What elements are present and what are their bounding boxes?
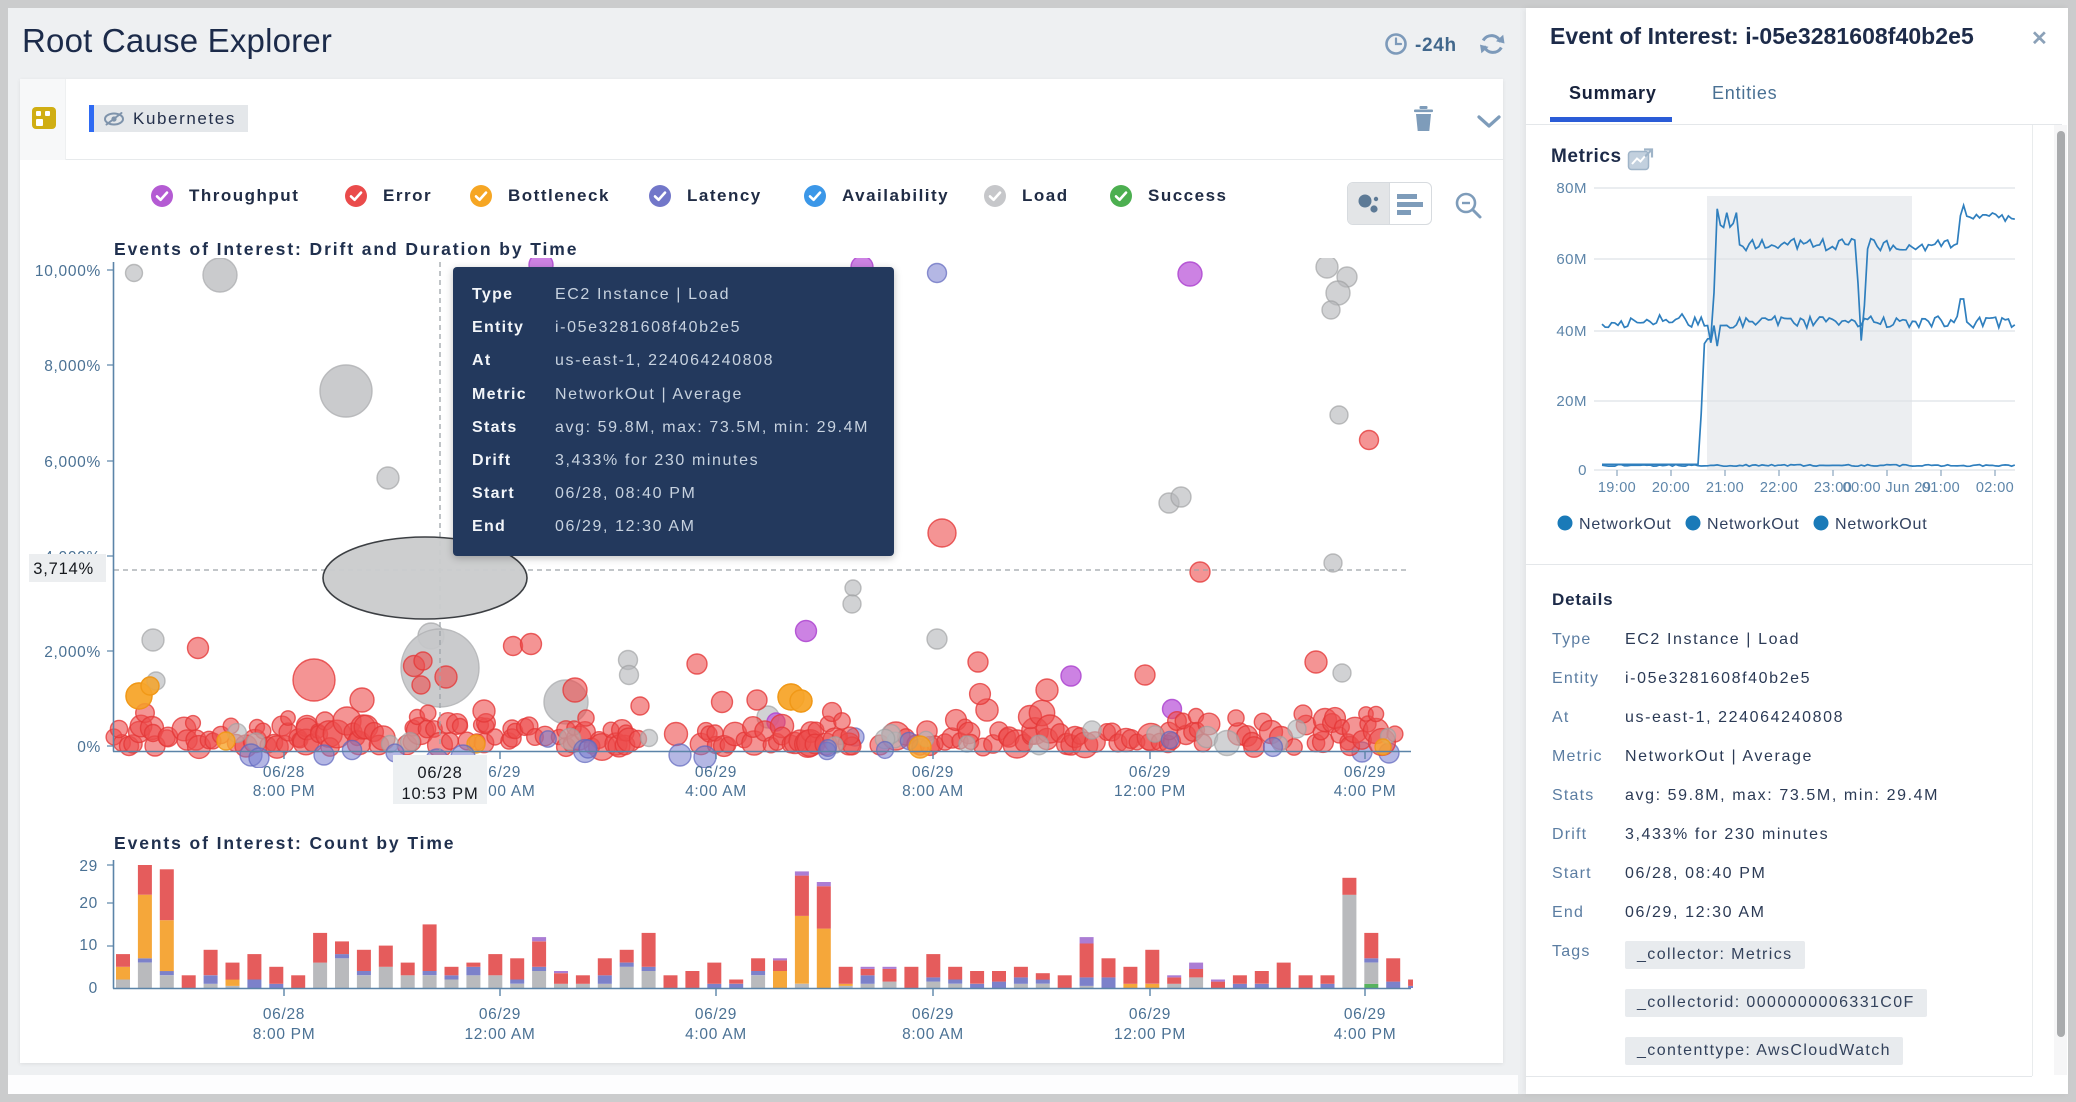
svg-text:6,000%: 6,000% — [44, 454, 101, 471]
svg-text:20M: 20M — [1556, 393, 1587, 410]
svg-text:8:00 PM: 8:00 PM — [253, 783, 316, 800]
svg-text:12:00 AM: 12:00 AM — [464, 1026, 535, 1043]
svg-text:0%: 0% — [77, 739, 101, 756]
svg-text:Events of Interest: Count by T: Events of Interest: Count by Time — [114, 833, 455, 853]
svg-text:NetworkOut: NetworkOut — [1579, 516, 1671, 533]
svg-text:00:00 Jun 29: 00:00 Jun 29 — [1843, 480, 1932, 496]
svg-text:19:00: 19:00 — [1598, 480, 1636, 496]
svg-text:10: 10 — [79, 937, 98, 954]
svg-text:-24h: -24h — [1415, 35, 1457, 56]
svg-text:06/28: 06/28 — [417, 764, 462, 782]
svg-text:10,000%: 10,000% — [35, 263, 101, 280]
svg-text:0: 0 — [89, 980, 98, 997]
svg-text:NetworkOut: NetworkOut — [1835, 516, 1927, 533]
svg-text:06/29: 06/29 — [695, 1006, 737, 1023]
svg-text:22:00: 22:00 — [1760, 480, 1798, 496]
svg-text:06/29: 06/29 — [479, 764, 521, 781]
svg-text:06/29: 06/29 — [1344, 764, 1386, 781]
svg-text:01:00: 01:00 — [1922, 480, 1960, 496]
svg-text:06/29: 06/29 — [1129, 764, 1171, 781]
svg-text:8,000%: 8,000% — [44, 358, 101, 375]
svg-text:8:00 PM: 8:00 PM — [253, 1026, 316, 1043]
svg-text:23:00: 23:00 — [1814, 480, 1852, 496]
svg-text:10:53 PM: 10:53 PM — [401, 785, 478, 803]
svg-text:8:00 AM: 8:00 AM — [902, 1026, 964, 1043]
svg-text:29: 29 — [79, 858, 98, 875]
svg-text:4:00 PM: 4:00 PM — [1334, 783, 1397, 800]
svg-text:40M: 40M — [1556, 323, 1587, 340]
svg-text:21:00: 21:00 — [1706, 480, 1744, 496]
svg-text:06/29: 06/29 — [1129, 1006, 1171, 1023]
svg-text:20: 20 — [79, 895, 98, 912]
svg-text:20:00: 20:00 — [1652, 480, 1690, 496]
svg-text:4:00 AM: 4:00 AM — [685, 1026, 747, 1043]
svg-text:06/29: 06/29 — [912, 764, 954, 781]
svg-text:06/29: 06/29 — [912, 1006, 954, 1023]
svg-text:80M: 80M — [1556, 180, 1587, 197]
svg-text:2,000%: 2,000% — [44, 644, 101, 661]
svg-text:4:00 PM: 4:00 PM — [1334, 1026, 1397, 1043]
svg-text:NetworkOut: NetworkOut — [1707, 516, 1799, 533]
svg-text:12:00 PM: 12:00 PM — [1114, 1026, 1186, 1043]
svg-text:06/28: 06/28 — [263, 1006, 305, 1023]
svg-text:4:00 AM: 4:00 AM — [685, 783, 747, 800]
svg-text:60M: 60M — [1556, 251, 1587, 268]
svg-text:06/29: 06/29 — [1344, 1006, 1386, 1023]
svg-text:06/28: 06/28 — [263, 764, 305, 781]
svg-text:06/29: 06/29 — [695, 764, 737, 781]
svg-text:8:00 AM: 8:00 AM — [902, 783, 964, 800]
svg-text:3,714%: 3,714% — [33, 560, 94, 578]
svg-text:Events of Interest: Drift and: Events of Interest: Drift and Duration b… — [114, 239, 578, 259]
svg-text:02:00: 02:00 — [1976, 480, 2014, 496]
svg-text:12:00 PM: 12:00 PM — [1114, 783, 1186, 800]
svg-text:06/29: 06/29 — [479, 1006, 521, 1023]
svg-text:0: 0 — [1578, 462, 1587, 479]
